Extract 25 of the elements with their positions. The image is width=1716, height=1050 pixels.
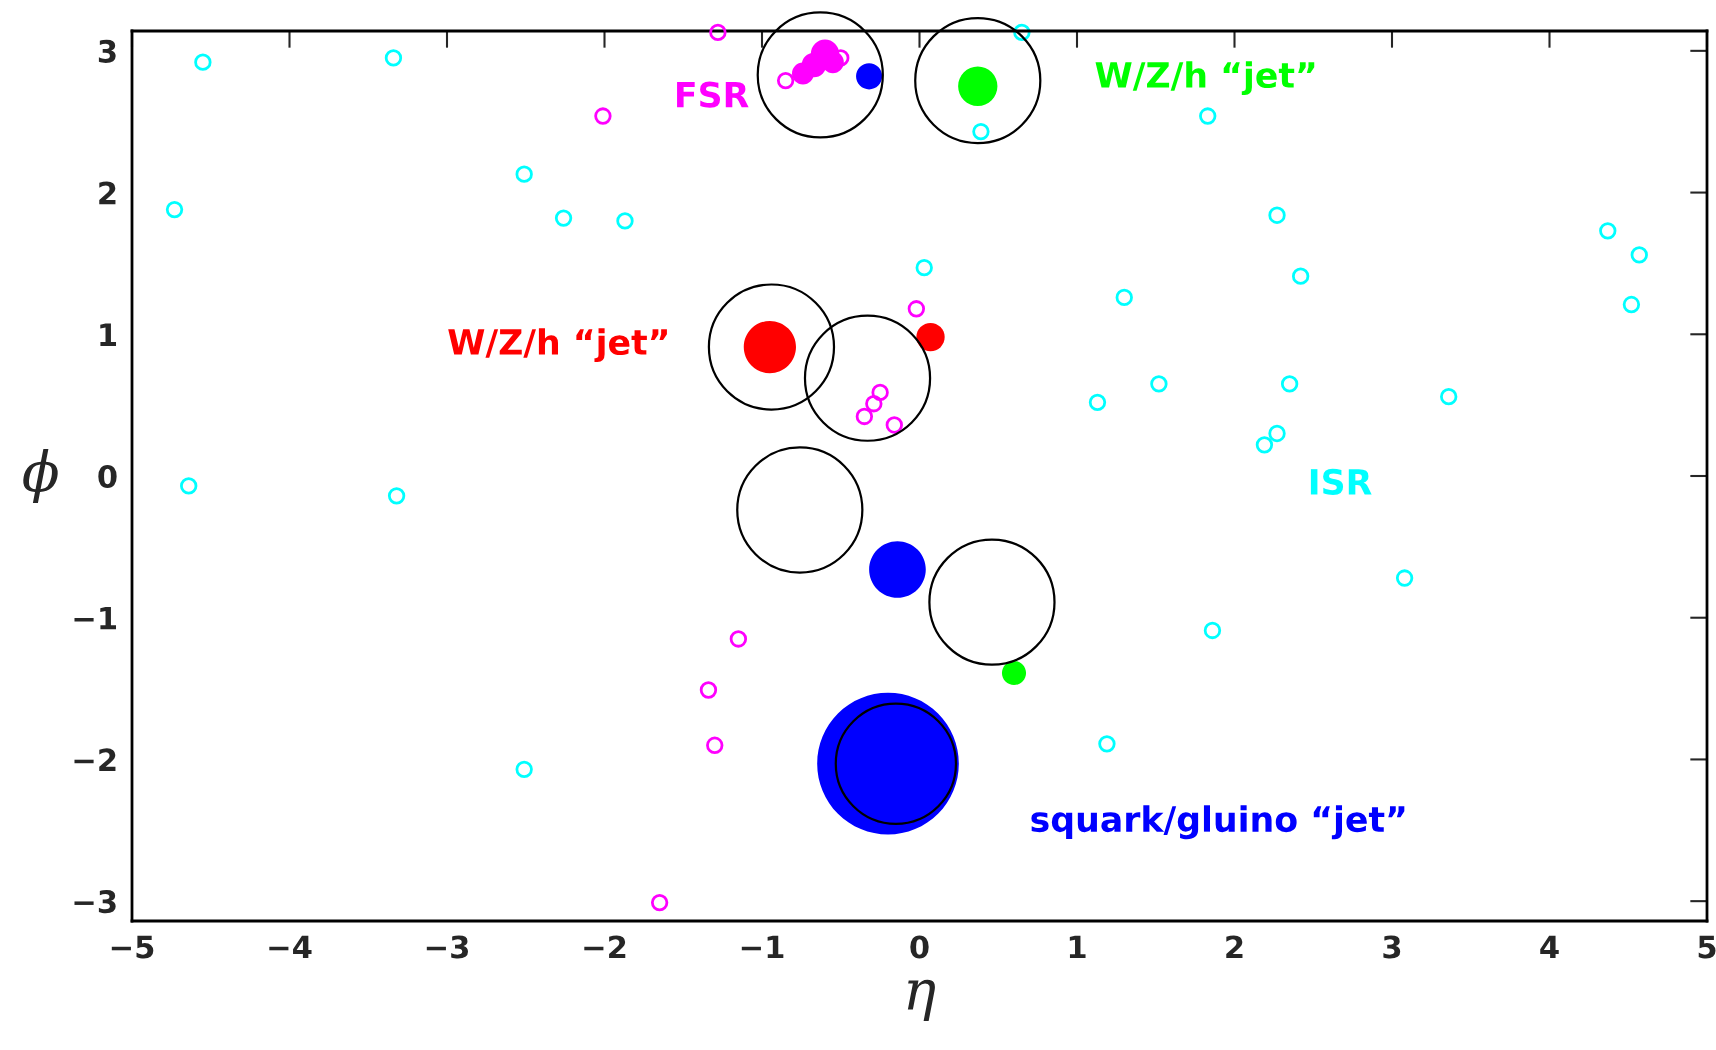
- x-tick-label: 3: [1383, 935, 1401, 959]
- text: W/Z/h “jet”: [1095, 61, 1315, 96]
- y-tick-label: −3: [74, 890, 116, 914]
- x-tick-label: 1: [1069, 935, 1086, 959]
- x-tick-label: −2: [584, 935, 626, 959]
- text: W/Z/h “jet”: [448, 328, 667, 363]
- x-tick-label: 0: [910, 935, 929, 959]
- y-tick-label: 0: [98, 464, 117, 489]
- y-tick-label: 3: [98, 39, 116, 63]
- y-tick-label: 2: [99, 181, 116, 205]
- y-axis-title: ϕ: [23, 449, 58, 503]
- y-tick-label: −2: [74, 748, 116, 772]
- series-label: FSR: [677, 81, 749, 108]
- x-axis-title: η: [907, 979, 935, 1022]
- x-tick-label: 2: [1226, 935, 1243, 959]
- y-tick-label: −1: [74, 607, 117, 630]
- x-tick-label: −5: [111, 935, 154, 959]
- series-label: ISR: [1310, 468, 1372, 495]
- x-tick-label: −3: [426, 935, 468, 959]
- text: squark/gluino “jet”: [1031, 805, 1405, 840]
- y-tick-label: 1: [100, 323, 117, 346]
- x-tick-label: −1: [741, 935, 784, 959]
- x-tick-label: −4: [269, 935, 312, 959]
- x-tick-label: 4: [1540, 935, 1559, 959]
- x-tick-label: 5: [1698, 935, 1716, 959]
